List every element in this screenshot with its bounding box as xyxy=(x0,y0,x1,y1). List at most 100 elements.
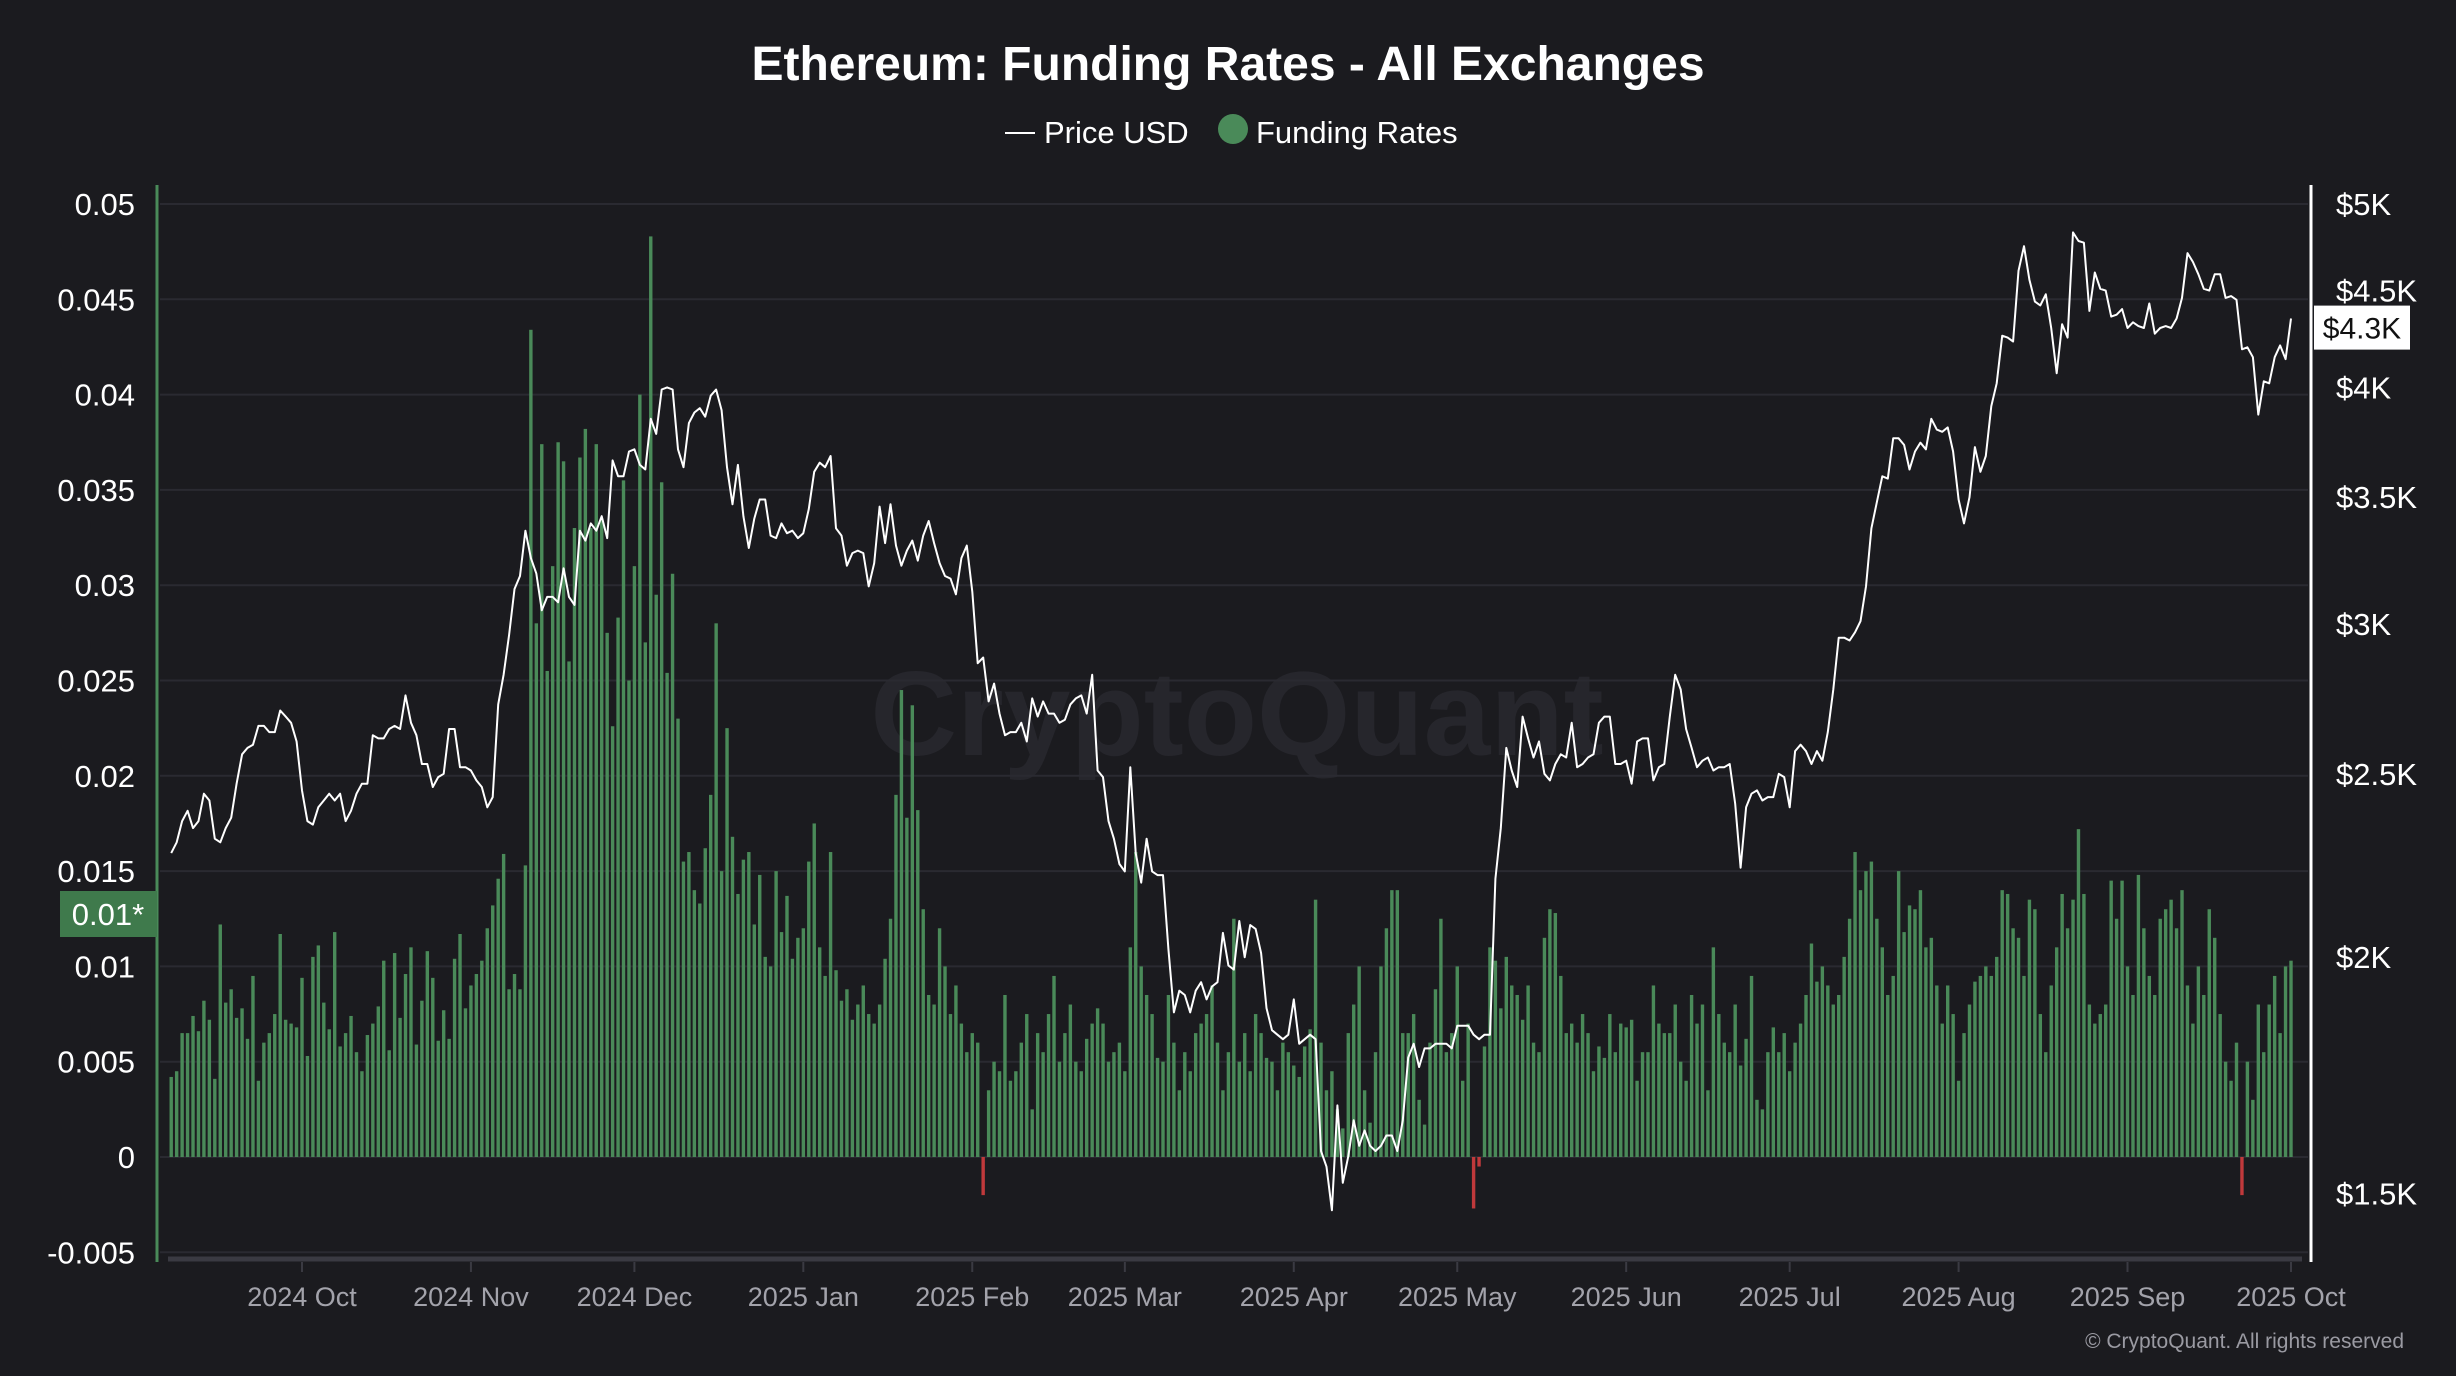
funding-bar xyxy=(392,953,397,1157)
funding-bar xyxy=(681,861,686,1157)
funding-bar xyxy=(1722,1042,1726,1157)
funding-bar xyxy=(817,947,822,1157)
funding-bar xyxy=(1657,1023,1661,1157)
funding-bar xyxy=(2272,975,2277,1157)
funding-bar xyxy=(1559,975,1563,1157)
funding-bar xyxy=(1820,966,1825,1157)
funding-bar xyxy=(207,1019,212,1157)
funding-bar xyxy=(1422,1124,1427,1157)
funding-bar xyxy=(251,975,255,1157)
current-funding-badge: 0.01* xyxy=(60,891,157,937)
funding-bar xyxy=(2240,1157,2244,1196)
funding-bar xyxy=(845,989,849,1157)
funding-bar xyxy=(185,1033,190,1157)
funding-bar xyxy=(692,890,697,1157)
funding-bar xyxy=(768,966,773,1157)
funding-bar xyxy=(687,852,691,1157)
funding-bar xyxy=(839,1000,844,1157)
funding-bar xyxy=(997,1071,1002,1157)
circle-swatch-icon xyxy=(1218,114,1248,144)
funding-bar xyxy=(2218,1014,2222,1157)
funding-bar xyxy=(627,680,631,1157)
funding-bar xyxy=(2136,874,2141,1157)
funding-bar xyxy=(1700,1004,1705,1157)
funding-bar xyxy=(1079,1071,1083,1157)
funding-bar xyxy=(305,1055,310,1157)
funding-bar xyxy=(2262,1052,2266,1157)
funding-bar xyxy=(1798,1023,1803,1157)
funding-bar xyxy=(218,924,222,1157)
funding-bar xyxy=(1520,1019,1525,1157)
funding-bar xyxy=(2060,893,2064,1157)
funding-bar xyxy=(1956,1080,1961,1157)
funding-bar xyxy=(1733,1004,1737,1157)
funding-bar xyxy=(1041,1052,1045,1157)
funding-bar xyxy=(1074,1061,1078,1157)
funding-bar xyxy=(382,960,386,1157)
funding-bar xyxy=(894,794,898,1157)
funding-bar xyxy=(785,895,789,1157)
funding-bar xyxy=(518,989,522,1157)
legend-item-funding[interactable]: Funding Rates xyxy=(1218,114,1458,150)
funding-bar xyxy=(523,865,528,1157)
funding-bar xyxy=(354,1052,359,1157)
funding-bar xyxy=(229,989,233,1157)
funding-bar xyxy=(1308,1029,1312,1157)
funding-bar xyxy=(567,661,571,1157)
funding-bar xyxy=(294,1027,299,1157)
funding-bar xyxy=(1095,1008,1100,1157)
funding-bar xyxy=(1112,1052,1116,1157)
funding-bar xyxy=(1504,956,1508,1157)
funding-bar xyxy=(202,1000,206,1157)
funding-bar xyxy=(1123,1071,1127,1157)
funding-bar xyxy=(2245,1061,2250,1157)
funding-bar xyxy=(1155,1057,1160,1157)
funding-bar xyxy=(1248,1071,1252,1157)
x-tick-label: 2025 Oct xyxy=(2236,1282,2346,1312)
funding-bar xyxy=(1907,905,1912,1157)
funding-bar xyxy=(1695,1023,1699,1157)
funding-bar xyxy=(725,728,729,1157)
funding-bar xyxy=(256,1080,261,1157)
funding-bar xyxy=(1896,871,1901,1157)
funding-bar xyxy=(480,960,484,1157)
left-tick-label: 0.035 xyxy=(57,473,135,508)
funding-bar xyxy=(1177,1090,1182,1157)
funding-bar xyxy=(1406,1033,1410,1157)
funding-bar xyxy=(1444,1052,1449,1157)
funding-bar xyxy=(2223,1061,2228,1157)
funding-bar xyxy=(1886,994,1890,1157)
funding-bar xyxy=(2207,909,2211,1157)
funding-bar xyxy=(1161,1061,1165,1157)
funding-bar xyxy=(1401,1033,1405,1157)
funding-bar xyxy=(2153,994,2157,1157)
funding-bar xyxy=(262,1042,266,1157)
funding-rate-bars xyxy=(169,236,2293,1209)
funding-bar xyxy=(1215,1042,1220,1157)
funding-bar xyxy=(1450,1033,1454,1157)
legend-item-price[interactable]: Price USD xyxy=(1005,115,1189,150)
funding-bar xyxy=(1771,1027,1776,1157)
chart-title: Ethereum: Funding Rates - All Exchanges xyxy=(751,38,1704,91)
funding-bar xyxy=(2142,928,2146,1157)
funding-bar xyxy=(867,1014,871,1157)
legend-label-price: Price USD xyxy=(1044,115,1189,150)
funding-bar xyxy=(2234,1042,2239,1157)
funding-bar xyxy=(670,573,675,1157)
funding-bar xyxy=(332,932,337,1157)
funding-bar xyxy=(414,1044,419,1157)
left-tick-label: 0.04 xyxy=(75,378,135,413)
right-tick-label: $4K xyxy=(2336,370,2391,405)
funding-bar xyxy=(965,1052,969,1157)
funding-bar xyxy=(1962,1033,1966,1157)
x-tick-label: 2025 Jan xyxy=(748,1282,859,1312)
left-tick-label: 0.005 xyxy=(57,1045,135,1080)
funding-bar xyxy=(905,817,909,1157)
funding-bar xyxy=(1362,1090,1367,1157)
funding-bar xyxy=(1188,1071,1192,1157)
funding-bar xyxy=(463,1008,468,1157)
funding-bar xyxy=(872,1023,876,1157)
left-axis-ticks: 0.05 0.045 0.04 0.035 0.03 0.025 0.02 0.015 0.01… xyxy=(47,187,135,1270)
funding-bar xyxy=(2016,937,2021,1157)
funding-bar xyxy=(1542,937,1547,1157)
